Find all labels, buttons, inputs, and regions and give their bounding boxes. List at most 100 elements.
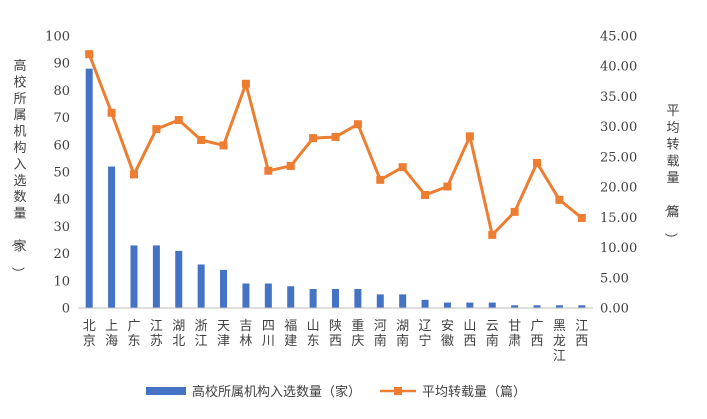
bar <box>220 269 228 308</box>
right-y-axis: 0.00 5.00 10.00 15.00 20.00 25.00 30.00 35.00 40… <box>600 30 637 317</box>
left-tick-label: 50 <box>53 166 70 181</box>
legend-bar-label: 高校所属机构入选数量（家） <box>192 384 361 400</box>
bar <box>354 288 362 308</box>
line-point <box>398 163 407 172</box>
category-label: 辽宁 <box>419 319 432 349</box>
bar <box>555 305 563 308</box>
bar <box>443 302 451 308</box>
category-label: 湖北 <box>172 319 185 349</box>
bar <box>533 305 541 308</box>
line-point <box>421 190 430 199</box>
bar <box>264 283 272 308</box>
bar <box>309 288 317 308</box>
legend-bar-swatch <box>146 387 186 395</box>
line-point <box>85 50 94 59</box>
category-label: 山西 <box>463 319 476 349</box>
category-label: 山东 <box>307 319 320 349</box>
line-point <box>241 79 250 88</box>
left-axis-title: 高校所属机构入选数量（家） <box>9 58 26 280</box>
line-point <box>286 161 295 170</box>
category-label: 福建 <box>284 319 297 349</box>
category-label: 安徽 <box>441 319 454 349</box>
legend: 高校所属机构入选数量（家） 平均转载量（篇） <box>146 384 526 400</box>
right-tick-label: 35.00 <box>600 90 637 105</box>
line-point <box>309 134 318 143</box>
category-label: 江苏 <box>150 319 163 349</box>
bar <box>511 305 519 308</box>
category-label: 云南 <box>486 319 499 349</box>
category-label: 甘肃 <box>508 319 521 349</box>
category-labels: 北京上海广东江苏湖北浙江天津吉林四川福建山东陕西重庆河南湖南辽宁安徽山西云南甘肃… <box>83 318 589 364</box>
bars-layer <box>85 68 586 308</box>
right-tick-label: 45.00 <box>600 30 637 45</box>
line-point <box>331 132 340 141</box>
bar <box>108 166 116 308</box>
category-label: 天津 <box>217 319 230 349</box>
category-label: 上海 <box>105 319 118 349</box>
line-point <box>465 132 474 141</box>
right-tick-label: 40.00 <box>600 60 637 75</box>
category-label: 河南 <box>374 319 387 349</box>
line-point <box>488 230 497 239</box>
category-label: 浙江 <box>195 319 208 349</box>
bar <box>578 305 586 308</box>
line-point <box>577 213 586 222</box>
line-point <box>353 120 362 129</box>
right-tick-label: 10.00 <box>600 241 637 256</box>
line-point <box>555 195 564 204</box>
line-layer <box>85 50 586 239</box>
bar <box>488 302 496 308</box>
line-point <box>107 108 116 117</box>
bar <box>152 245 160 308</box>
left-tick-label: 70 <box>53 111 70 126</box>
bar <box>421 299 429 308</box>
bar <box>85 68 93 308</box>
bar <box>332 288 339 308</box>
right-tick-label: 0.00 <box>600 302 629 317</box>
bar <box>130 245 138 308</box>
right-tick-label: 25.00 <box>600 150 637 165</box>
left-tick-label: 60 <box>53 138 70 153</box>
legend-line-label: 平均转载量（篇） <box>422 385 526 400</box>
left-tick-label: 90 <box>53 57 70 72</box>
right-axis-title-text: 平均转载量（篇） <box>662 104 679 246</box>
line-point <box>510 207 519 216</box>
left-tick-label: 0 <box>62 302 70 317</box>
left-tick-label: 30 <box>53 220 70 235</box>
category-label: 重庆 <box>351 318 364 349</box>
legend-line-marker <box>394 387 402 395</box>
bar <box>466 302 474 308</box>
average-line <box>87 53 583 237</box>
left-tick-label: 100 <box>45 30 70 45</box>
category-label: 北京 <box>83 319 96 349</box>
line-point <box>174 116 183 125</box>
bar <box>242 283 250 308</box>
bar <box>376 294 384 308</box>
bar <box>197 264 205 308</box>
category-label: 湖南 <box>396 319 409 349</box>
category-label: 吉林 <box>239 319 252 349</box>
category-label: 广西 <box>531 319 544 349</box>
left-tick-label: 40 <box>53 193 70 208</box>
left-axis-title-text: 高校所属机构入选数量（家） <box>9 58 26 280</box>
line-point <box>443 182 452 191</box>
bar <box>399 294 407 308</box>
bar <box>175 250 183 308</box>
line-point <box>197 135 206 144</box>
line-point <box>152 125 161 134</box>
right-tick-label: 15.00 <box>600 211 637 226</box>
line-point <box>129 170 138 179</box>
right-tick-label: 30.00 <box>600 120 637 135</box>
category-label: 广东 <box>127 319 140 349</box>
right-tick-label: 20.00 <box>600 181 637 196</box>
left-tick-label: 20 <box>53 247 70 262</box>
right-axis-title: 平均转载量（篇） <box>662 104 679 246</box>
category-label: 陕西 <box>329 319 342 349</box>
category-label: 黑龙江 <box>553 319 566 364</box>
category-label: 江西 <box>575 319 588 349</box>
left-tick-label: 80 <box>53 84 70 99</box>
right-tick-label: 5.00 <box>600 271 629 286</box>
line-point <box>533 158 542 167</box>
